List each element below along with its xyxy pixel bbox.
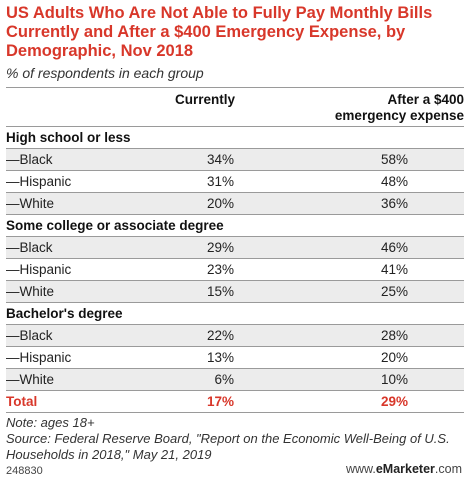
- row-label: —Hispanic: [6, 262, 72, 277]
- brand-suffix: .com: [434, 462, 462, 476]
- brand-prefix: www.: [345, 462, 376, 476]
- row-label: —White: [6, 196, 54, 211]
- group-heading: Bachelor's degree: [6, 306, 123, 321]
- cell-currently: 23%: [207, 262, 234, 277]
- total-label: Total: [6, 394, 37, 409]
- total-after-expense: 29%: [381, 394, 408, 409]
- row-label: —Black: [6, 152, 53, 167]
- row-label: —White: [6, 372, 54, 387]
- row-label: —Black: [6, 328, 53, 343]
- cell-after-expense: 20%: [381, 350, 408, 365]
- chart-subtitle: % of respondents in each group: [6, 65, 204, 81]
- row-label: —Hispanic: [6, 174, 72, 189]
- row-label: —Hispanic: [6, 350, 72, 365]
- notes-block: Note: ages 18+ Source: Federal Reserve B…: [6, 415, 466, 463]
- row-stripe: [6, 369, 464, 390]
- row-stripe: [6, 193, 464, 214]
- data-table: High school or less —Black 34% 58% —Hispanic…: [6, 126, 464, 413]
- cell-currently: 6%: [214, 372, 234, 387]
- cell-after-expense: 48%: [381, 174, 408, 189]
- cell-after-expense: 46%: [381, 240, 408, 255]
- column-header-currently: Currently: [174, 92, 235, 107]
- brand-logo: www.eMarketer.com: [346, 462, 462, 476]
- header-top-rule: [6, 87, 464, 88]
- cell-currently: 13%: [207, 350, 234, 365]
- cell-currently: 15%: [207, 284, 234, 299]
- cell-currently: 31%: [207, 174, 234, 189]
- source-text: Source: Federal Reserve Board, "Report o…: [6, 431, 450, 462]
- cell-after-expense: 36%: [381, 196, 408, 211]
- row-stripe: [6, 325, 464, 346]
- cell-after-expense: 25%: [381, 284, 408, 299]
- row-stripe: [6, 281, 464, 302]
- cell-after-expense: 58%: [381, 152, 408, 167]
- column-header-after-expense: After a $400 emergency expense: [334, 92, 464, 123]
- cell-after-expense: 28%: [381, 328, 408, 343]
- chart-id: 248830: [6, 465, 43, 477]
- row-label: —White: [6, 284, 54, 299]
- chart-title: US Adults Who Are Not Able to Fully Pay …: [6, 4, 433, 60]
- row-label: —Black: [6, 240, 53, 255]
- group-heading: Some college or associate degree: [6, 218, 224, 233]
- cell-currently: 20%: [207, 196, 234, 211]
- cell-after-expense: 10%: [381, 372, 408, 387]
- cell-currently: 29%: [207, 240, 234, 255]
- row-stripe: [6, 149, 464, 170]
- cell-currently: 34%: [207, 152, 234, 167]
- cell-after-expense: 41%: [381, 262, 408, 277]
- row-stripe: [6, 237, 464, 258]
- group-heading: High school or less: [6, 130, 131, 145]
- cell-currently: 22%: [207, 328, 234, 343]
- note-text: Note: ages 18+: [6, 415, 95, 430]
- total-currently: 17%: [207, 394, 234, 409]
- brand-name: eMarketer: [375, 462, 435, 476]
